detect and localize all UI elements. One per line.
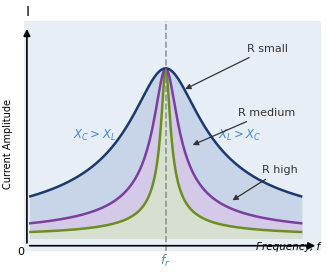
Text: 0: 0: [17, 247, 24, 256]
Text: Frequency, f: Frequency, f: [256, 242, 320, 252]
Text: $X_C > X_L$: $X_C > X_L$: [73, 129, 116, 144]
Text: $X_L > X_C$: $X_L > X_C$: [218, 129, 262, 144]
Text: I: I: [26, 5, 29, 19]
Text: R high: R high: [233, 165, 298, 199]
Text: R medium: R medium: [194, 108, 296, 145]
Text: $f_r$: $f_r$: [161, 252, 171, 269]
Text: Current Amplitude: Current Amplitude: [3, 99, 13, 189]
Text: R small: R small: [186, 44, 288, 89]
